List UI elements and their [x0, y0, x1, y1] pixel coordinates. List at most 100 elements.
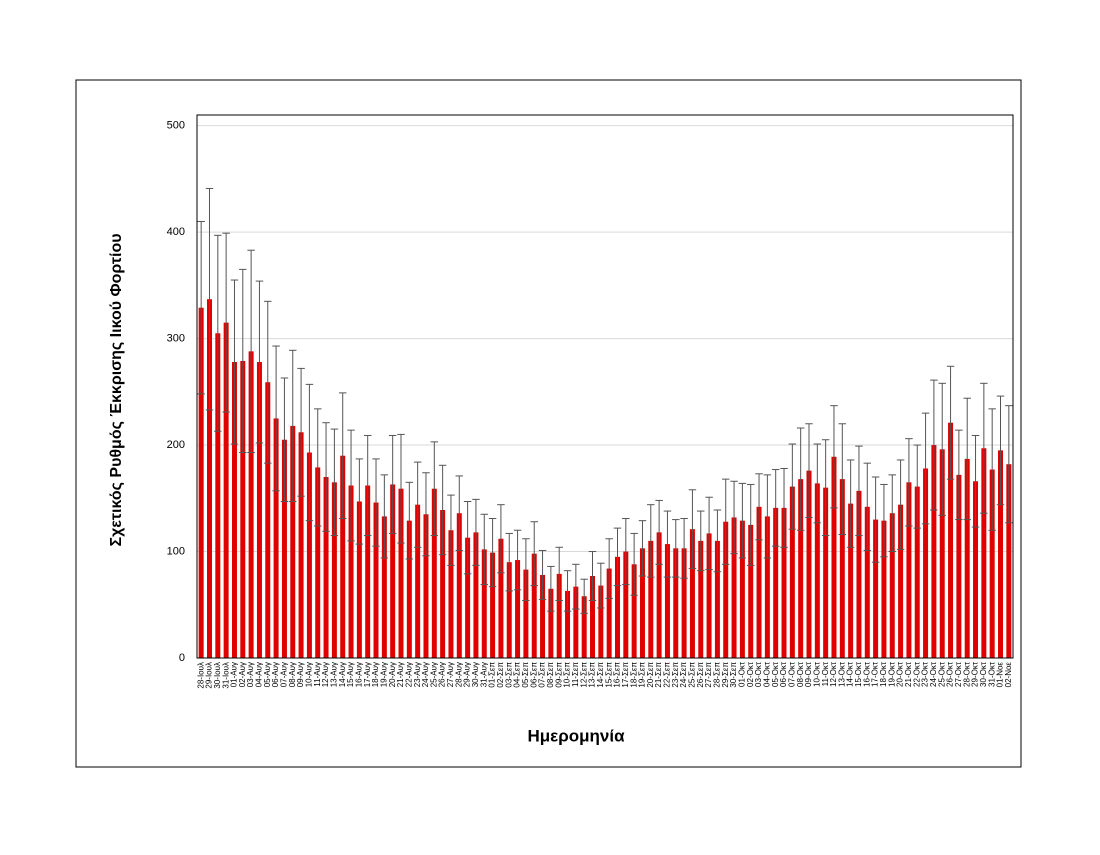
error-bar — [280, 377, 289, 502]
x-tick-label: 06-Αυγ — [271, 662, 280, 687]
bar — [365, 485, 371, 658]
error-bar — [555, 546, 563, 602]
error-bar — [863, 462, 872, 551]
x-tick-label: 10-Οκτ — [812, 661, 821, 687]
x-tick-label: 16-Αυγ — [354, 662, 363, 687]
bar — [648, 540, 654, 658]
x-tick-label: 11-Οκτ — [821, 661, 830, 686]
x-tick-label: 27-Αυγ — [446, 662, 455, 687]
x-tick-label: 19-Οκτ — [887, 661, 896, 687]
x-tick-label: 15-Αυγ — [346, 662, 355, 687]
x-tick-label: 04-Σεπ — [513, 662, 522, 688]
x-tick-label: 29-Αυγ — [463, 662, 472, 687]
error-bar — [613, 527, 622, 587]
error-bar — [796, 427, 805, 531]
error-bar — [255, 280, 264, 444]
x-axis-title: Ημερομηνία — [527, 726, 625, 745]
x-tick-label: 01-Νοε — [996, 662, 1005, 688]
x-tick-label: 24-Αυγ — [421, 662, 430, 687]
error-bar — [622, 518, 630, 586]
error-bar — [713, 509, 722, 573]
x-tick-label: 16-Οκτ — [862, 661, 871, 687]
bar — [306, 452, 312, 658]
bar — [881, 520, 887, 658]
error-bar — [880, 483, 888, 558]
plot-area — [196, 114, 1014, 659]
error-bar — [697, 510, 705, 572]
error-bar — [330, 428, 339, 537]
x-tick-label: 07-Σεπ — [538, 662, 547, 688]
x-tick-label: 24-Οκτ — [929, 661, 938, 687]
error-bar — [963, 397, 971, 521]
x-tick-label: 11-Σεπ — [571, 662, 580, 687]
bar — [939, 449, 945, 658]
error-bar — [813, 443, 822, 524]
bar — [639, 548, 645, 658]
x-tick-label: 07-Αυγ — [280, 662, 289, 687]
x-tick-label: 08-Οκτ — [796, 661, 805, 687]
x-tick-label: 09-Σεπ — [554, 662, 563, 688]
bar — [223, 322, 229, 658]
error-bar — [455, 475, 464, 551]
bar — [581, 596, 587, 658]
bar — [415, 504, 421, 658]
bar — [864, 506, 870, 658]
error-bar — [289, 349, 297, 502]
y-tick-label: 100 — [167, 545, 185, 557]
error-bar — [530, 521, 538, 587]
error-bar — [388, 434, 397, 534]
bar — [265, 382, 271, 658]
bar — [664, 544, 670, 658]
y-tick-label: 300 — [167, 332, 185, 344]
x-tick-label: 30-Ιουλ — [213, 662, 222, 689]
y-tick-label: 500 — [167, 120, 185, 132]
x-tick-label: 10-Σεπ — [563, 662, 572, 688]
y-tick-label: 200 — [167, 439, 185, 451]
x-tick-label: 02-Οκτ — [746, 661, 755, 687]
bar — [731, 517, 737, 658]
x-tick-label: 01-Οκτ — [737, 661, 746, 687]
x-tick-label: 06-Σεπ — [529, 662, 538, 688]
bar — [448, 530, 454, 658]
bar — [706, 533, 712, 658]
error-bar — [830, 405, 838, 509]
bar — [823, 487, 829, 658]
x-tick-label: 28-Αυγ — [454, 662, 463, 687]
bar — [240, 360, 246, 658]
x-tick-label: 16-Σεπ — [613, 662, 622, 688]
bar — [548, 588, 554, 658]
error-bar — [705, 496, 713, 571]
bar — [814, 483, 820, 658]
bar — [598, 585, 604, 658]
error-bar — [372, 458, 380, 547]
bar — [923, 468, 929, 658]
error-bar — [971, 434, 980, 528]
x-tick-label: 01-Αυγ — [230, 662, 239, 687]
error-bar — [597, 562, 605, 609]
error-bar — [347, 429, 355, 542]
bar — [906, 482, 912, 658]
bar — [948, 422, 954, 658]
x-tick-label: 30-Οκτ — [979, 661, 988, 687]
bar — [798, 479, 804, 658]
error-bar — [230, 279, 239, 445]
error-bar — [955, 429, 963, 521]
bar — [315, 467, 321, 658]
x-tick-label: 31-Αυγ — [479, 662, 488, 687]
error-bar — [638, 520, 647, 577]
error-bar — [738, 482, 747, 559]
x-tick-label: 08-Σεπ — [546, 662, 555, 688]
error-bar — [338, 392, 347, 520]
error-bar — [780, 467, 788, 548]
bar — [373, 502, 379, 658]
bar — [681, 548, 687, 658]
bar — [523, 569, 529, 658]
error-bar — [838, 423, 847, 535]
error-bar — [472, 498, 480, 566]
error-bar — [488, 518, 497, 588]
x-tick-label: 23-Οκτ — [921, 661, 930, 687]
bar — [540, 574, 546, 658]
error-bar — [214, 234, 222, 432]
x-tick-label: 12-Οκτ — [829, 661, 838, 687]
